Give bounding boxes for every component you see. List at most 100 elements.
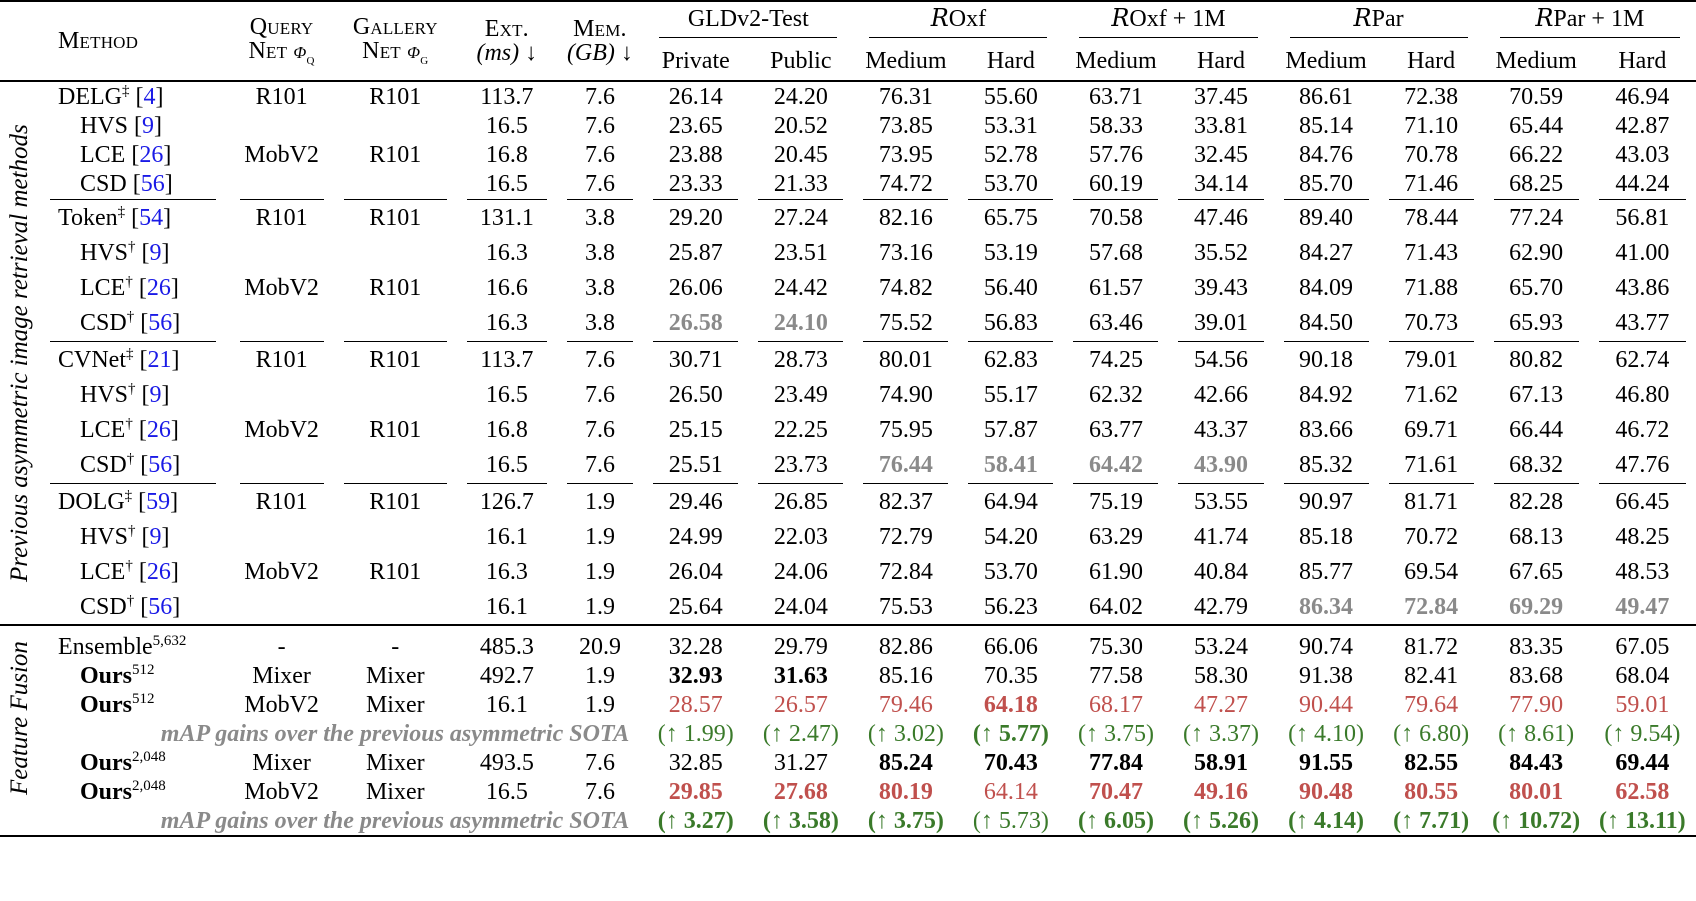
metric-cell: 26.58 bbox=[668, 309, 723, 336]
metric-cell: 68.17 bbox=[1088, 691, 1143, 718]
memory: 1.9 bbox=[584, 662, 615, 689]
memory: 7.6 bbox=[584, 778, 615, 805]
query-net: MobV2 bbox=[244, 141, 319, 168]
metric-cell: 85.24 bbox=[878, 749, 933, 776]
metric-cell: 32.93 bbox=[668, 662, 723, 689]
metric-cell: 24.99 bbox=[668, 523, 723, 550]
gallery-net bbox=[334, 447, 457, 482]
metric-cell: 54.20 bbox=[983, 523, 1038, 550]
metric-cell: 67.05 bbox=[1615, 633, 1670, 660]
citation-link[interactable]: 56 bbox=[148, 451, 173, 478]
metric-cell: 84.92 bbox=[1299, 381, 1354, 408]
metric-cell: 75.52 bbox=[878, 309, 933, 336]
subheader-1-0: Medium bbox=[865, 48, 947, 74]
citation-link[interactable]: 9 bbox=[149, 239, 162, 266]
metric-cell: 75.95 bbox=[878, 416, 933, 443]
method-name: LCE [26] bbox=[80, 141, 172, 168]
memory: 7.6 bbox=[584, 749, 615, 776]
ext-time: 16.6 bbox=[485, 274, 528, 301]
citation-link[interactable]: 56 bbox=[148, 309, 173, 336]
metric-cell: 75.19 bbox=[1088, 488, 1143, 515]
metric-cell: 62.32 bbox=[1088, 381, 1143, 408]
metric-cell: 32.45 bbox=[1194, 141, 1248, 168]
metric-cell: 74.72 bbox=[878, 170, 933, 197]
ext-time: 493.5 bbox=[479, 749, 534, 776]
subheader-2-1: Hard bbox=[1197, 48, 1245, 74]
metric-cell: 22.03 bbox=[773, 523, 828, 550]
metric-cell: 70.78 bbox=[1404, 141, 1459, 168]
ext-time: 16.5 bbox=[485, 112, 528, 139]
query-net bbox=[230, 111, 334, 140]
query-net: R101 bbox=[255, 346, 308, 373]
citation-link[interactable]: 26 bbox=[146, 416, 171, 443]
metric-cell: 85.77 bbox=[1299, 558, 1354, 585]
metric-cell: 72.84 bbox=[878, 558, 933, 585]
ext-time: 492.7 bbox=[479, 662, 534, 689]
metric-cell: 41.74 bbox=[1194, 523, 1248, 550]
metric-cell: 55.60 bbox=[983, 83, 1038, 110]
metric-cell: 82.41 bbox=[1404, 662, 1459, 689]
metric-cell: 57.68 bbox=[1088, 239, 1143, 266]
query-net: - bbox=[277, 633, 286, 660]
side-label-feature-fusion: Feature Fusion bbox=[6, 641, 33, 795]
metric-cell: 68.13 bbox=[1509, 523, 1564, 550]
metric-cell: 23.33 bbox=[668, 170, 723, 197]
ext-time: 16.3 bbox=[485, 239, 528, 266]
mem-header: Mem. (GB) ↓ bbox=[566, 16, 633, 66]
gain-cell: (↑ 3.75) bbox=[1077, 720, 1154, 747]
metric-cell: 29.79 bbox=[773, 633, 828, 660]
citation-link[interactable]: 9 bbox=[142, 112, 155, 139]
gallery-net: R101 bbox=[369, 346, 422, 373]
citation-link[interactable]: 56 bbox=[140, 170, 165, 197]
citation-link[interactable]: 26 bbox=[146, 558, 171, 585]
group-header-2: ROxf + 1M bbox=[1063, 1, 1273, 42]
metric-cell: 68.32 bbox=[1509, 451, 1564, 478]
citation-link[interactable]: 9 bbox=[149, 523, 162, 550]
metric-cell: 64.42 bbox=[1088, 451, 1143, 478]
metric-cell: 81.71 bbox=[1404, 488, 1459, 515]
metric-cell: 47.27 bbox=[1194, 691, 1248, 718]
gain-label: mAP gains over the previous asymmetric S… bbox=[160, 807, 630, 834]
gallery-net: Mixer bbox=[365, 691, 425, 718]
metric-cell: 80.55 bbox=[1404, 778, 1459, 805]
metric-cell: 71.10 bbox=[1404, 112, 1459, 139]
gain-cell: (↑ 3.75) bbox=[867, 807, 944, 834]
subheader-1-1: Hard bbox=[986, 48, 1035, 74]
metric-cell: 77.24 bbox=[1509, 204, 1564, 231]
metric-cell: 26.04 bbox=[668, 558, 723, 585]
citation-link[interactable]: 21 bbox=[147, 346, 172, 373]
ensemble-row: Ensemble5,632 - - 485.3 20.9 32.28 29.79 82.86 6… bbox=[0, 625, 1696, 661]
metric-cell: 76.44 bbox=[878, 451, 933, 478]
memory: 7.6 bbox=[584, 381, 615, 408]
citation-link[interactable]: 54 bbox=[139, 204, 164, 231]
gain-cell: (↑ 2.47) bbox=[762, 720, 839, 747]
memory: 7.6 bbox=[584, 112, 615, 139]
citation-link[interactable]: 4 bbox=[143, 83, 156, 110]
metric-cell: 83.66 bbox=[1299, 416, 1354, 443]
metric-cell: 63.29 bbox=[1088, 523, 1143, 550]
metric-cell: 53.31 bbox=[983, 112, 1038, 139]
table-row: HVS† [9] 16.3 3.8 25.87 23.51 73.16 53.19 57.68… bbox=[0, 235, 1696, 270]
metric-cell: 90.48 bbox=[1299, 778, 1354, 805]
method-name: LCE† [26] bbox=[80, 415, 179, 443]
gallery-net: R101 bbox=[369, 274, 422, 301]
citation-link[interactable]: 56 bbox=[148, 593, 173, 620]
method-name: HVS† [9] bbox=[80, 380, 170, 408]
citation-link[interactable]: 26 bbox=[139, 141, 164, 168]
metric-cell: 62.58 bbox=[1615, 778, 1670, 805]
query-net bbox=[230, 377, 334, 412]
metric-cell: 26.06 bbox=[668, 274, 723, 301]
citation-link[interactable]: 26 bbox=[146, 274, 171, 301]
ours512-mobv2-row: Ours512 MobV2 Mixer 16.1 1.9 28.57 26.57 79.46 6… bbox=[0, 690, 1696, 719]
metric-cell: 65.70 bbox=[1509, 274, 1564, 301]
metric-cell: 82.28 bbox=[1509, 488, 1564, 515]
metric-cell: 47.46 bbox=[1194, 204, 1248, 231]
citation-link[interactable]: 59 bbox=[146, 488, 171, 515]
gain-cell: (↑ 8.61) bbox=[1498, 720, 1575, 747]
citation-link[interactable]: 9 bbox=[149, 381, 162, 408]
metric-cell: 71.43 bbox=[1404, 239, 1459, 266]
ext-time: 16.8 bbox=[485, 141, 528, 168]
metric-cell: 39.01 bbox=[1194, 309, 1248, 336]
metric-cell: 86.34 bbox=[1299, 593, 1354, 620]
metric-cell: 35.52 bbox=[1194, 239, 1248, 266]
